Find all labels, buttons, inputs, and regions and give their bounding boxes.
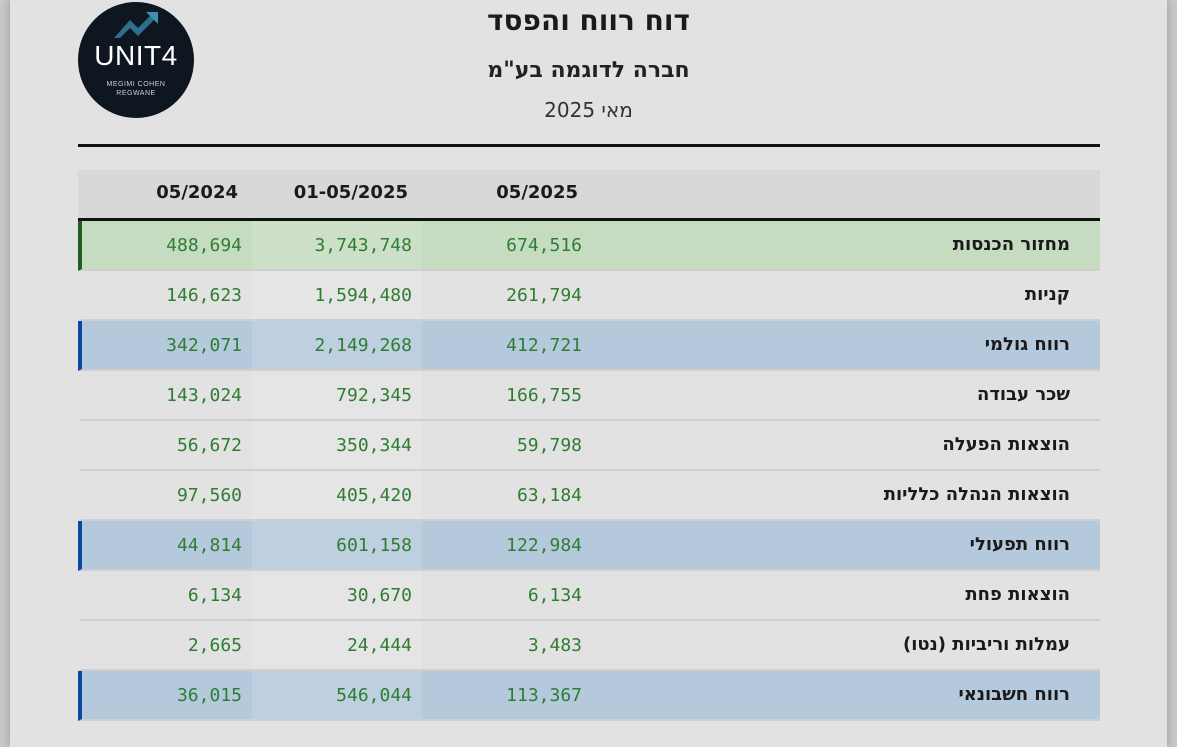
company-name: חברה לדוגמה בע"מ	[487, 58, 690, 83]
table-row: 44,814 601,158 122,984 רווח תפעולי	[78, 521, 1100, 571]
row-value: 146,623	[166, 285, 242, 306]
row-value: 342,071	[166, 335, 242, 356]
column-shade	[252, 671, 422, 719]
row-value: 674,516	[506, 235, 582, 256]
row-value: 97,560	[176, 485, 242, 506]
row-value: 56,672	[176, 435, 242, 456]
row-value: 63,184	[516, 485, 582, 506]
table-row: 488,694 3,743,748 674,516 מחזור הכנסות	[78, 221, 1100, 271]
column-shade	[252, 221, 422, 269]
row-label: הוצאות פחת	[965, 584, 1070, 605]
row-label: שכר עבודה	[976, 384, 1070, 405]
table-row: 56,672 350,344 59,798 הוצאות הפעלה	[78, 421, 1100, 471]
column-shade	[252, 571, 422, 619]
table-row: 146,623 1,594,480 261,794 קניות	[78, 271, 1100, 321]
table-body: 488,694 3,743,748 674,516 מחזור הכנסות 146,6…	[78, 221, 1100, 721]
row-label: עמלות וריביות (נטו)	[903, 634, 1070, 655]
row-value: 488,694	[166, 235, 242, 256]
row-value: 6,134	[527, 585, 582, 606]
row-value: 2,665	[187, 635, 242, 656]
row-value: 546,044	[336, 685, 412, 706]
row-value: 59,798	[516, 435, 582, 456]
row-value: 350,344	[336, 435, 412, 456]
row-value: 36,015	[176, 685, 242, 706]
column-shade	[252, 421, 422, 469]
row-value: 601,158	[336, 535, 412, 556]
table-row: 143,024 792,345 166,755 שכר עבודה	[78, 371, 1100, 421]
row-value: 166,755	[506, 385, 582, 406]
column-shade	[252, 471, 422, 519]
column-header-05-2024: 05/2024	[156, 182, 238, 203]
logo-main-text: UNIT4	[94, 40, 178, 71]
row-value: 3,483	[527, 635, 582, 656]
table-row: 342,071 2,149,268 412,721 רווח גולמי	[78, 321, 1100, 371]
row-value: 412,721	[506, 335, 582, 356]
row-value: 1,594,480	[314, 285, 412, 306]
logo-sub-line-2: REGWANE	[116, 90, 156, 97]
table-row: 2,665 24,444 3,483 עמלות וריביות (נטו)	[78, 621, 1100, 671]
row-value: 405,420	[336, 485, 412, 506]
column-header-01-05-2025: 01-05/2025	[293, 182, 408, 203]
row-label: מחזור הכנסות	[952, 234, 1070, 255]
column-shade	[252, 521, 422, 569]
pnl-table: 05/2024 01-05/2025 05/2025 488,694 3,743,…	[78, 170, 1100, 721]
column-header-05-2025: 05/2025	[496, 182, 578, 203]
column-shade	[252, 371, 422, 419]
row-value: 143,024	[166, 385, 242, 406]
row-label: קניות	[1024, 284, 1070, 305]
column-shade	[252, 271, 422, 319]
company-logo: UNIT4 MEGIMI COHEN REGWANE	[78, 2, 194, 118]
row-value: 113,367	[506, 685, 582, 706]
row-label: רווח תפעולי	[969, 534, 1070, 555]
report-title: דוח רווח והפסד	[487, 4, 690, 37]
row-value: 792,345	[336, 385, 412, 406]
row-value: 261,794	[506, 285, 582, 306]
logo-arrow-icon	[114, 12, 158, 38]
header-divider	[78, 144, 1100, 147]
row-label: הוצאות הנהלה כלליות	[883, 484, 1070, 505]
row-label: רווח חשבונאי	[958, 684, 1070, 705]
row-value: 44,814	[176, 535, 242, 556]
logo-sub-text: MEGIMI COHEN REGWANE	[78, 80, 194, 98]
report-period: מאי 2025	[544, 98, 633, 122]
table-row: 97,560 405,420 63,184 הוצאות הנהלה כלליות	[78, 471, 1100, 521]
row-label: רווח גולמי	[984, 334, 1070, 355]
row-value: 3,743,748	[314, 235, 412, 256]
table-row: 36,015 546,044 113,367 רווח חשבונאי	[78, 671, 1100, 721]
column-shade	[252, 321, 422, 369]
report-page: UNIT4 MEGIMI COHEN REGWANE דוח רווח והפס…	[10, 0, 1167, 747]
column-shade	[252, 621, 422, 669]
row-value: 30,670	[346, 585, 412, 606]
logo-sub-line-1: MEGIMI COHEN	[106, 81, 166, 88]
row-value: 122,984	[506, 535, 582, 556]
row-label: הוצאות הפעלה	[942, 434, 1070, 455]
row-value: 2,149,268	[314, 335, 412, 356]
table-header: 05/2024 01-05/2025 05/2025	[78, 170, 1100, 221]
row-value: 6,134	[187, 585, 242, 606]
row-value: 24,444	[346, 635, 412, 656]
table-row: 6,134 30,670 6,134 הוצאות פחת	[78, 571, 1100, 621]
